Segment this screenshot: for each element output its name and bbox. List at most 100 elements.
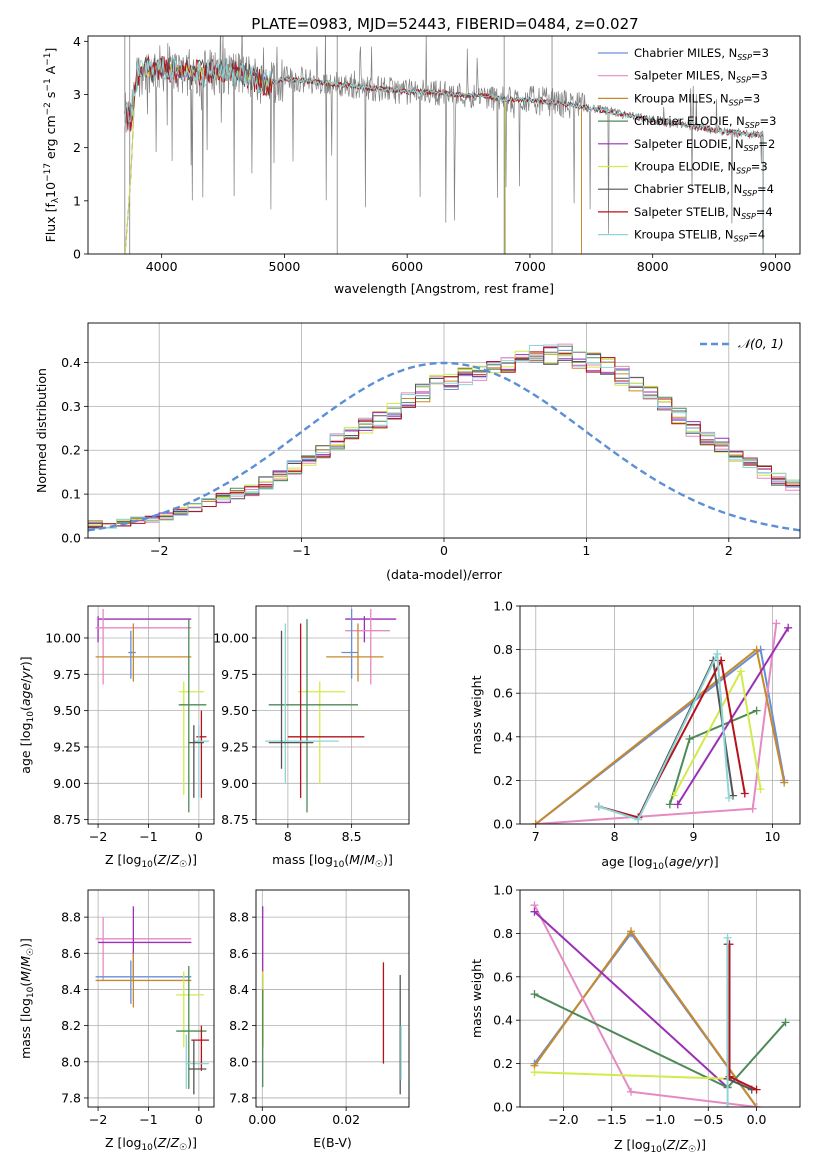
y-tick-label: 7.8 [229,1090,249,1105]
weight-line-kroupa-elodie [534,1071,728,1080]
model-spectrum-salpeter-miles [124,62,582,254]
x-tick-label: 9 [690,829,698,844]
weight-marker [713,649,722,658]
x-tick-label: −2.0 [548,1112,578,1127]
x-tick-label: 4000 [146,259,178,274]
axes-frame [255,889,410,1108]
y-axis-label: age [log10(age/yr)] [18,656,36,773]
x-tick-label: 2 [725,543,733,558]
y-tick-label: 0.4 [493,729,513,744]
x-tick-label: 0.02 [332,1112,360,1127]
y-tick-label: 0.0 [493,1100,513,1115]
y-tick-label: 10.00 [45,630,81,645]
weight-line-kroupa-stelib [598,650,730,821]
model-spectrum-kroupa-stelib [124,56,764,254]
normal-curve [88,361,800,532]
y-tick-label: 7.8 [61,1090,81,1105]
y-tick-label: 8.6 [229,946,249,961]
mass-ebv-panel: 0.00 0.02 7.8 8.0 8.2 8.4 8.6 8.8 E(B-V) [229,889,410,1150]
weight-age-panel-grid [520,605,800,825]
axes-frame [255,605,410,825]
x-tick-label: 8000 [637,259,669,274]
y-tick-label: 9.25 [221,739,249,754]
y-tick-label: 9.50 [53,703,81,718]
age-mass-panel-marks [264,608,397,813]
x-tick-label: 8 [611,829,619,844]
legend: Chabrier MILES, NSSP=3 Salpeter MILES, NS… [598,46,776,244]
y-tick-label: 8.8 [229,910,249,925]
weight-marker [748,804,757,813]
y-tick-label: 10.00 [213,630,249,645]
model-spectrum-chabrier-elodie [124,63,506,254]
mass-ebv-panel-marks [262,906,402,1095]
spectrum-panel: 4000 5000 6000 7000 8000 9000 0 1 2 3 4 wavelength … [43,34,801,296]
weight-marker [752,706,761,715]
y-tick-label: 8.75 [221,812,249,827]
y-tick-label: 0.4 [493,1013,513,1028]
weight-marker [740,789,749,798]
x-tick-label: 10 [764,829,780,844]
axes-frame [87,605,215,825]
y-tick-label: 0.6 [493,686,513,701]
y-tick-label: 1.0 [493,599,513,614]
weight-line-salpeter-stelib [728,944,758,1091]
axes-frame [87,35,801,255]
weight-marker [756,785,765,794]
x-tick-label: 8 [284,829,292,844]
weight-marker [772,619,781,628]
legend-label: Kroupa MILES, NSSP=3 [634,91,760,107]
weight-z-panel-grid [520,889,800,1108]
y-axis-label: Flux [fλ10−17 erg cm−2 s−1 A−1] [43,48,61,243]
y-tick-label: 0.4 [61,355,81,370]
x-axis-label: mass [log10(M/M☉)] [272,852,393,870]
x-tick-label: 1 [582,543,590,558]
x-tick-label: 0.00 [248,1112,276,1127]
weight-marker [665,800,674,809]
spectrum-panel-marks [124,36,764,254]
x-tick-label: −2 [89,1112,107,1127]
y-tick-label: 8.8 [61,910,81,925]
y-tick-label: 0.0 [493,817,513,832]
x-axis-label: Z [log10(Z/Z☉)] [614,1137,706,1155]
x-tick-label: 0.0 [747,1112,767,1127]
weight-marker [784,623,793,632]
histogram-salpeter-stelib [88,346,800,529]
y-tick-label: 0.8 [493,926,513,941]
x-tick-label: 0 [195,829,203,844]
x-tick-label: −1 [139,829,157,844]
y-tick-label: 8.0 [61,1054,81,1069]
weight-marker [594,802,603,811]
weight-marker [531,820,540,824]
weight-marker [685,734,694,743]
y-tick-label: 0.2 [61,443,81,458]
x-tick-label: 6000 [391,259,423,274]
y-axis-label: mass weight [469,675,484,754]
weight-marker [736,667,745,676]
y-tick-label: 0 [73,247,81,262]
x-tick-label: 0 [195,1112,203,1127]
y-tick-label: 3 [73,87,81,102]
weight-marker [627,1087,636,1096]
x-tick-label: −2 [89,829,107,844]
mass-z-panel-grid [88,890,214,1107]
observed-spectrum [124,36,764,234]
x-tick-label: −1 [139,1112,157,1127]
model-spectrum-kroupa-miles [124,62,582,254]
age-z-panel: −2 −1 0 8.75 9.00 9.25 9.50 9.75 10.00 Z [log10(Z… [18,605,215,870]
y-tick-label: 8.0 [229,1054,249,1069]
y-tick-label: 0.6 [493,969,513,984]
model-spectrum-chabrier-miles [124,61,582,254]
y-tick-label: 9.00 [221,776,249,791]
age-z-panel-marks [95,608,209,813]
x-tick-label: −1.0 [645,1112,675,1127]
weight-marker [780,778,789,787]
legend-label: Salpeter STELIB, NSSP=4 [634,205,773,221]
x-axis-label: (data-model)/error [386,567,503,582]
weight-line-salpeter-elodie [676,627,790,805]
age-mass-panel-grid [256,606,409,824]
histogram-panel-grid [88,323,800,539]
mass-z-panel: −2 −1 0 7.8 8.0 8.2 8.4 8.6 8.8 Z [log10(Z/Z☉)] ma… [18,889,215,1153]
weight-marker [627,927,636,936]
weight-line-salpeter-elodie [533,910,729,1089]
